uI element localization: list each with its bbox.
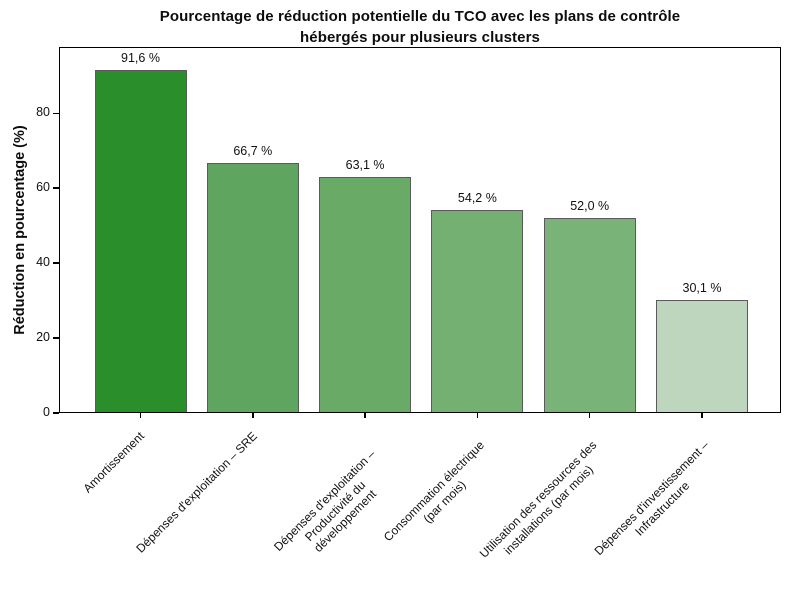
y-axis-label: Réduction en pourcentage (%): [12, 125, 28, 335]
bar-2: [206, 163, 299, 413]
y-tick-mark: [53, 262, 59, 264]
bar-value-label: 66,7 %: [233, 144, 273, 159]
bar-4: [431, 209, 524, 413]
y-tick-label: 60: [36, 180, 50, 195]
bar-6: [656, 300, 748, 413]
x-tick-mark: [364, 413, 366, 418]
chart-title-line-1: Pourcentage de réduction potentielle du …: [159, 8, 681, 25]
chart-title: Pourcentage de réduction potentielle du …: [59, 6, 781, 48]
chart-title-line-2: hébergés pour plusieurs clusters: [300, 29, 540, 46]
y-tick-label: 0: [43, 405, 50, 419]
bar-value-label: 91,6 %: [121, 50, 160, 65]
bar-value-label: 30,1 %: [682, 281, 722, 296]
x-axis-tick-label: Dépenses d'investissement – Infrastructu…: [591, 438, 712, 559]
x-axis-tick-label: Dépenses d'exploitation – Productivité d…: [271, 447, 380, 555]
y-tick-mark: [53, 187, 59, 189]
bar-3: [319, 176, 412, 413]
x-tick-mark: [139, 413, 142, 418]
y-tick-label: 80: [36, 105, 50, 120]
x-tick-mark: [701, 413, 703, 418]
x-axis-tick-label: Consommation électrique (par mois): [381, 438, 488, 545]
x-tick-mark: [252, 413, 254, 418]
bar-value-label: 54,2 %: [457, 190, 497, 205]
y-tick-mark: [53, 337, 59, 339]
x-tick-mark: [476, 413, 479, 418]
x-axis-tick-label: Amortissement: [80, 429, 148, 496]
y-tick-mark: [53, 412, 59, 414]
y-tick-label: 20: [36, 330, 50, 345]
y-tick-label: 40: [36, 255, 50, 270]
bar-value-label: 52,0 %: [570, 199, 610, 214]
bar-5: [543, 218, 636, 413]
y-tick-mark: [53, 112, 59, 115]
x-tick-mark: [588, 413, 591, 418]
x-axis-tick-label: Dépenses d'exploitation – SRE: [133, 429, 260, 556]
bar-value-label: 63,1 %: [345, 157, 385, 172]
bar-1: [94, 69, 187, 413]
